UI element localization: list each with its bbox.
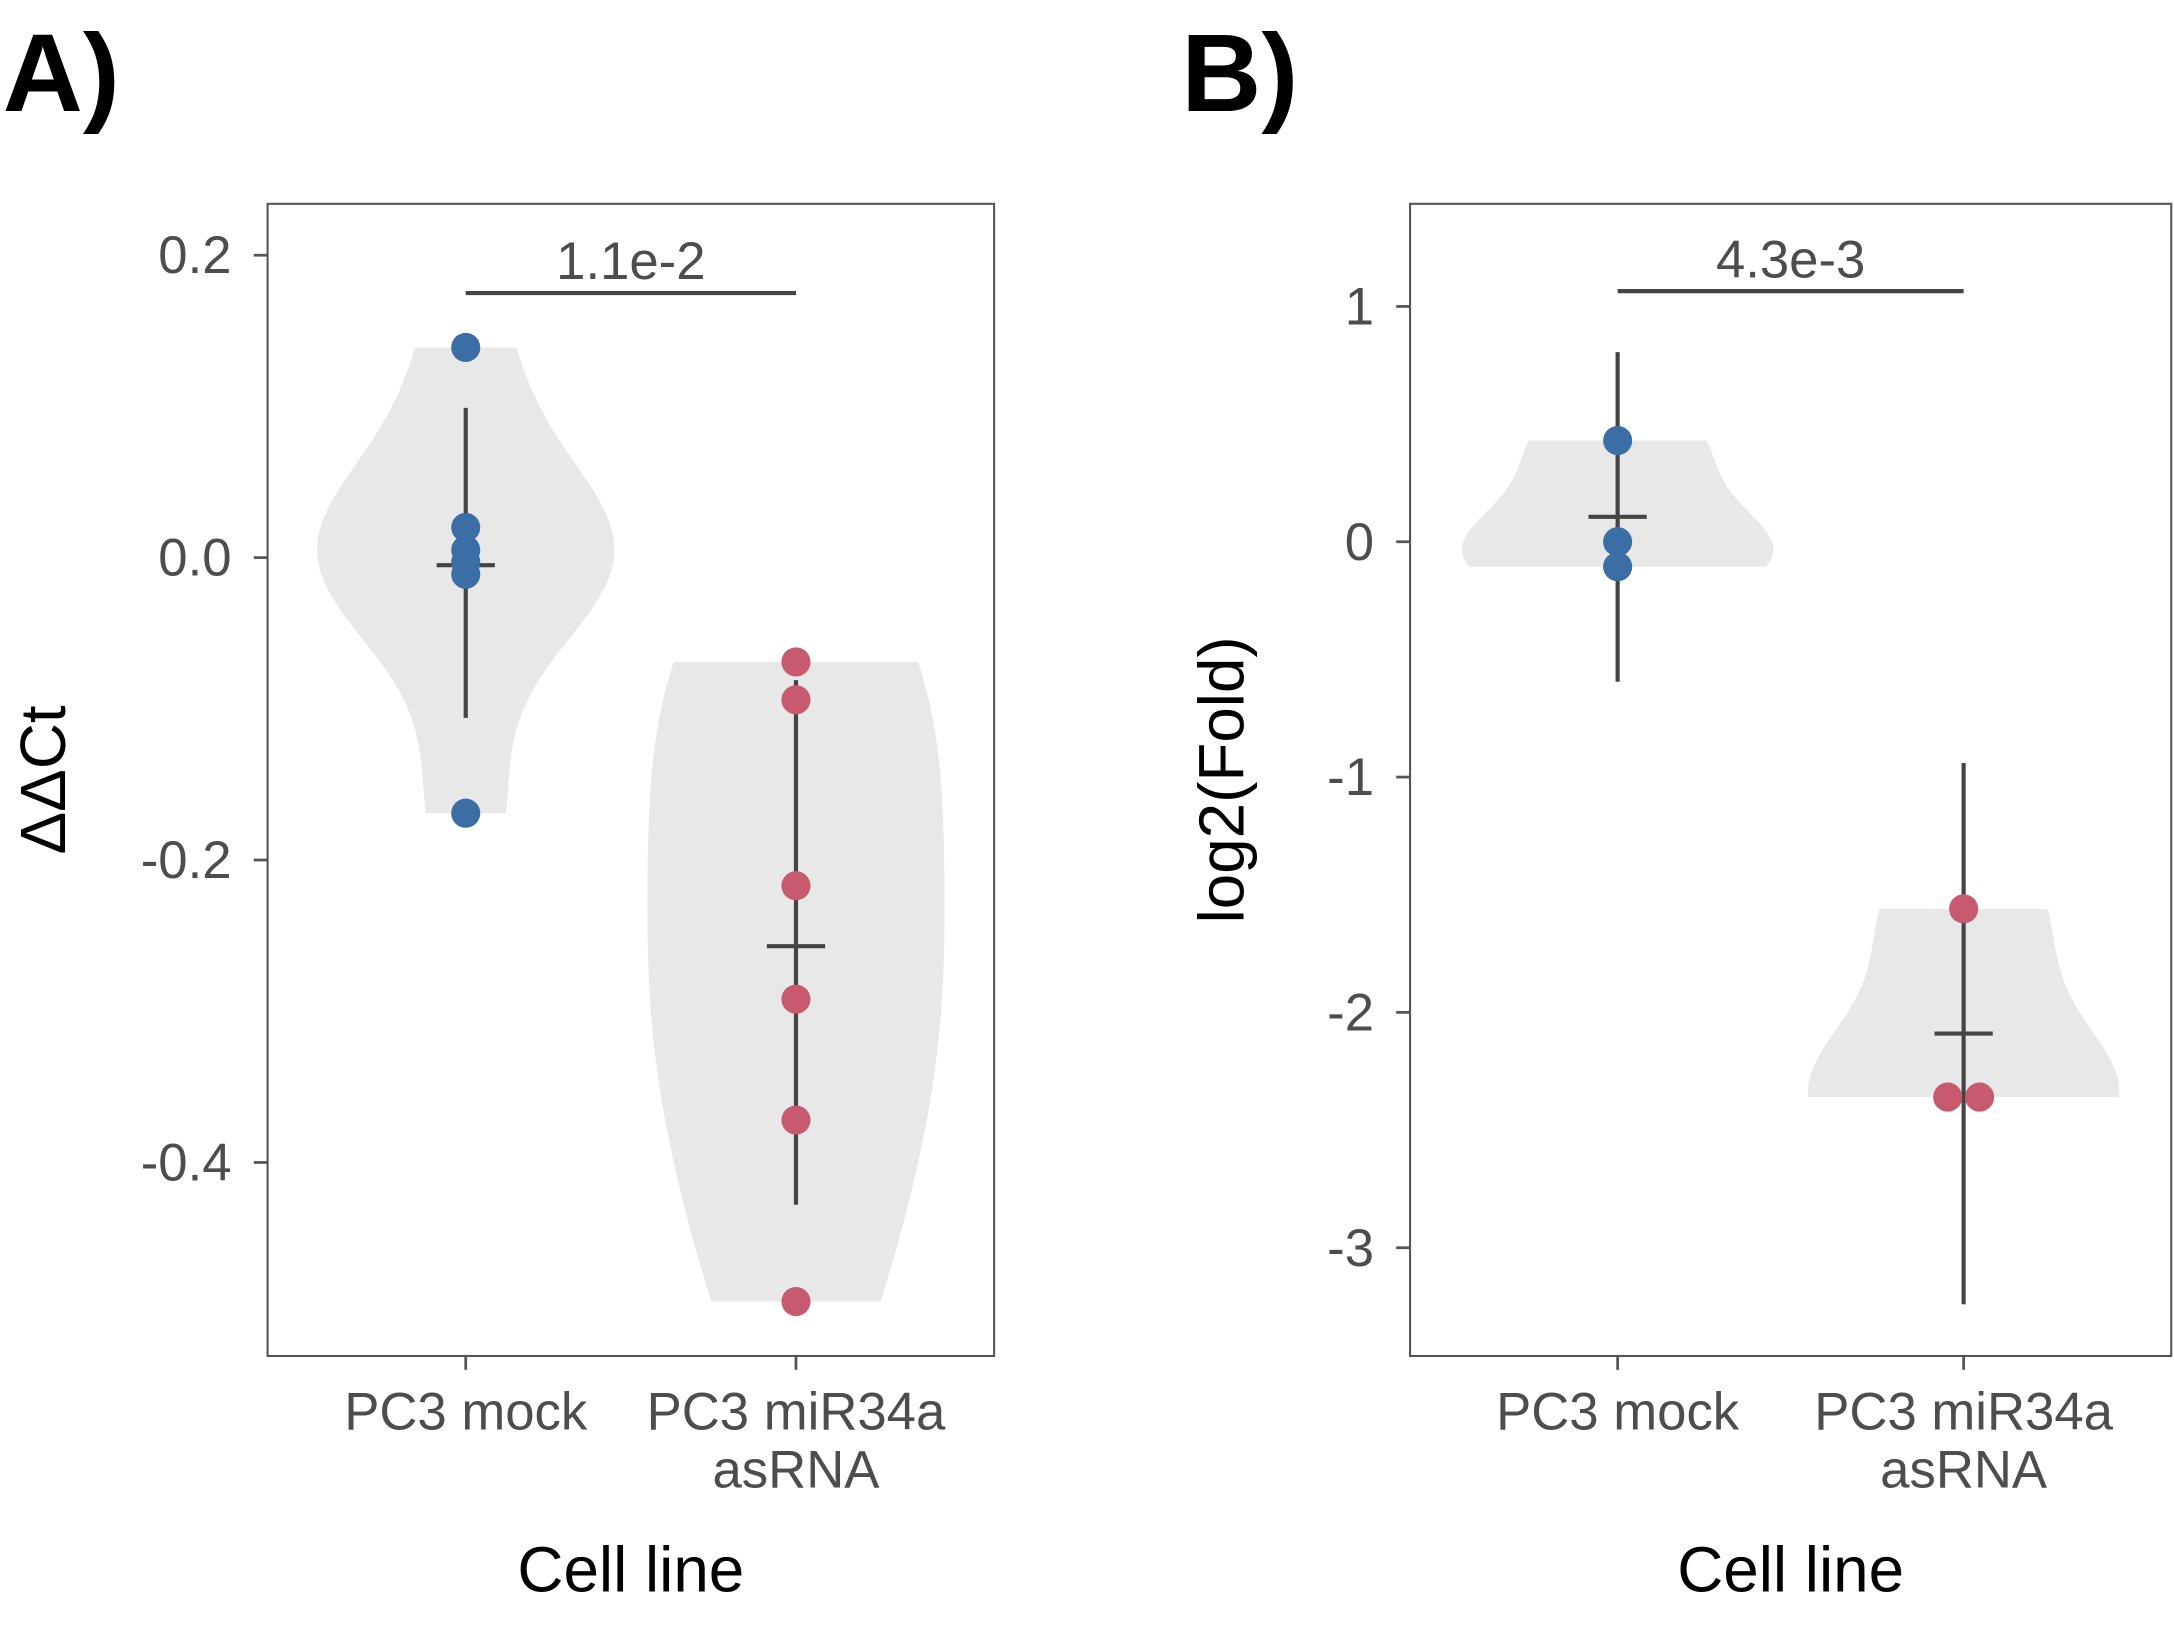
panel-label: B) — [1181, 11, 1298, 135]
data-point — [781, 984, 811, 1014]
data-point — [781, 871, 811, 901]
data-point — [451, 332, 481, 363]
panel-label: A) — [3, 11, 120, 135]
y-tick-label: 0.2 — [158, 226, 231, 285]
data-point — [1949, 894, 1979, 924]
y-tick-label: -1 — [1327, 748, 1374, 807]
p-value: 4.3e-3 — [1716, 230, 1865, 289]
data-point — [1933, 1082, 1963, 1112]
x-tick-label: PC3 mock — [344, 1383, 588, 1442]
y-tick-label: -0.2 — [141, 831, 232, 890]
y-tick-label: 1 — [1345, 277, 1374, 336]
y-tick-label: 0.0 — [158, 529, 231, 588]
x-axis-title: Cell line — [517, 1534, 744, 1606]
x-tick-label: PC3 miR34a asRNA — [1814, 1383, 2113, 1501]
data-point — [781, 1105, 811, 1135]
data-point — [1965, 1082, 1995, 1112]
data-point — [781, 685, 811, 715]
y-tick-label: -3 — [1327, 1219, 1374, 1278]
data-point — [1603, 552, 1633, 582]
y-tick-label: -2 — [1327, 983, 1374, 1042]
p-value: 1.1e-2 — [556, 232, 705, 291]
y-axis-title: ΔΔCt — [7, 705, 79, 854]
x-tick-label: PC3 mock — [1496, 1383, 1740, 1442]
data-point — [451, 798, 481, 828]
plot-frame — [1409, 202, 2173, 1358]
y-axis-title: log2(Fold) — [1186, 636, 1258, 923]
data-point — [451, 559, 481, 589]
data-point — [781, 1286, 811, 1317]
x-axis-title: Cell line — [1677, 1534, 1904, 1606]
y-tick-label: 0 — [1345, 513, 1374, 572]
data-point — [781, 647, 811, 677]
x-tick-label: PC3 miR34a asRNA — [646, 1383, 946, 1501]
plot-frame — [266, 202, 996, 1358]
data-point — [451, 512, 481, 542]
data-point — [1603, 527, 1633, 557]
data-point — [1603, 425, 1633, 456]
y-tick-label: -0.4 — [141, 1133, 232, 1192]
